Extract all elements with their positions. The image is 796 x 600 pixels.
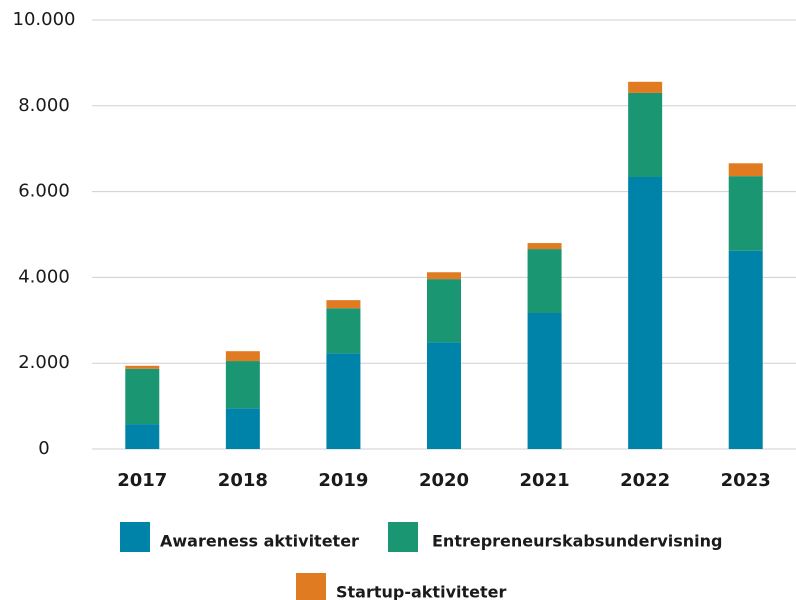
- x-tick-label: 2019: [318, 470, 368, 491]
- bar-segment: [527, 249, 562, 314]
- x-tick-label: 2021: [520, 470, 570, 491]
- bar-segment: [326, 308, 361, 354]
- bar-segment: [427, 279, 461, 343]
- bar-segment: [225, 351, 260, 362]
- bar-segment: [225, 408, 260, 449]
- x-tick-label: 2017: [117, 470, 167, 491]
- x-tick-label: 2023: [721, 470, 771, 491]
- legend-swatch: [388, 522, 418, 552]
- x-tick-label: 2022: [620, 470, 670, 491]
- legend-label: Entrepreneurskabsundervisning: [432, 532, 723, 551]
- y-tick-label: 10.000: [13, 9, 76, 30]
- y-tick-label: 8.000: [18, 95, 70, 116]
- x-tick-label: 2018: [218, 470, 268, 491]
- bar-segment: [125, 365, 160, 369]
- bar-segment: [728, 163, 763, 177]
- bar-segment: [225, 361, 260, 409]
- y-tick-label: 0: [38, 438, 49, 459]
- bar-segment: [427, 272, 461, 280]
- x-tick-label: 2020: [419, 470, 469, 491]
- bar-segment: [628, 81, 663, 93]
- legend-label: Awareness aktiviteter: [160, 532, 359, 551]
- bar-segment: [628, 92, 663, 178]
- bar-segment: [125, 424, 160, 449]
- bar-segment: [728, 176, 763, 251]
- bar-segment: [527, 243, 562, 250]
- legend-swatch: [120, 522, 150, 552]
- bar-segment: [527, 313, 562, 449]
- y-tick-label: 2.000: [18, 352, 70, 373]
- legend-swatch: [296, 573, 326, 600]
- bar-segment: [326, 300, 361, 309]
- bar-segment: [326, 353, 361, 449]
- y-tick-label: 4.000: [18, 266, 70, 287]
- bar-segment: [628, 177, 663, 449]
- legend-label: Startup-aktiviteter: [336, 583, 506, 600]
- bar-segment: [427, 342, 461, 449]
- bar-segment: [125, 368, 160, 425]
- bar-segment: [728, 250, 763, 449]
- y-tick-label: 6.000: [18, 181, 70, 202]
